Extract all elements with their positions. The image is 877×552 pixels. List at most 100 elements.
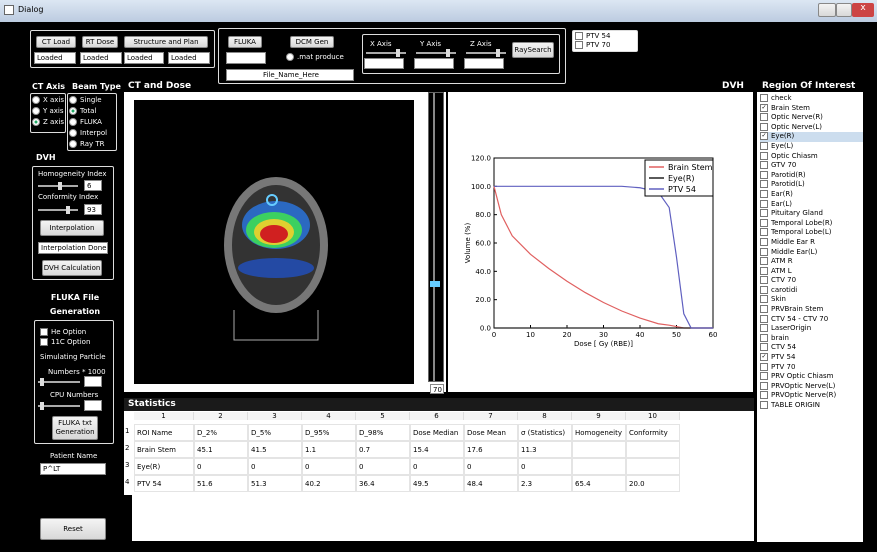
maximize-button[interactable] [836,3,852,17]
row-number: 2 [125,444,130,452]
radio-option[interactable]: Single [69,96,102,104]
dcm-gen-button[interactable]: DCM Gen [290,36,334,48]
radio-option[interactable]: Total [69,107,96,115]
button-text: FLUKA txt [58,419,92,427]
conformity-slider[interactable] [38,206,78,214]
roi-item[interactable]: Temporal Lobe(L) [760,228,863,238]
roi-item[interactable]: Parotid(L) [760,180,863,190]
roi-item[interactable]: PRV Optic Chiasm [760,372,863,382]
roi-item[interactable]: ATM L [760,266,863,277]
radio-option[interactable]: X axis [32,96,64,104]
radio-label: Interpol [80,129,108,137]
table-cell: Conformity [626,424,680,441]
radio-option[interactable]: FLUKA [69,118,102,126]
patient-field[interactable]: P^LT [40,463,106,475]
fluka-field[interactable] [226,52,266,64]
axis-field[interactable] [414,58,454,69]
roi-item[interactable]: Middle Ear(L) [760,247,863,258]
roi-item[interactable]: CTV 54 [760,343,863,353]
roi-item[interactable]: PRVOptic Nerve(L) [760,381,863,392]
axis-slider[interactable] [466,49,506,57]
roi-item[interactable]: PRVBrain Stem [760,305,863,315]
checkbox [760,324,768,333]
slice-slider[interactable] [428,92,444,382]
conformity-field[interactable]: 93 [84,204,102,215]
roi-item[interactable]: Temporal Lobe(R) [760,218,863,229]
dvh-calc-button[interactable]: DVH Calculation [42,260,102,276]
roi-item[interactable]: Optic Nerve(L) [760,122,863,133]
homogeneity-field[interactable]: 6 [84,180,102,191]
numbers-field[interactable] [84,376,102,387]
homogeneity-slider[interactable] [38,182,78,190]
radio-label: .mat produce [297,53,344,61]
checkbox [760,199,768,208]
roi-item[interactable]: Optic Chiasm [760,151,863,162]
roi-item[interactable]: Ear(L) [760,199,863,210]
interpolation-button[interactable]: Interpolation [40,220,104,236]
roi-item[interactable]: ✓ PTV 54 [760,353,863,363]
minimize-button[interactable] [818,3,836,17]
roi-item[interactable]: LaserOrigin [760,324,863,334]
roi-label: CTV 54 - CTV 70 [771,314,829,323]
load-button[interactable]: Structure and Plan [124,36,208,48]
raysearch-button[interactable]: RaySearch [512,42,554,58]
cpu-label: CPU Numbers [50,391,99,399]
mat-radio[interactable]: .mat produce [286,53,344,61]
ptv-check[interactable]: PTV 70 [575,41,610,49]
roi-item[interactable]: TABLE ORIGIN [760,401,863,411]
slice-value: 70 [430,384,444,394]
conformity-label: Conformity Index [38,193,99,201]
roi-item[interactable]: CTV 54 - CTV 70 [760,314,863,325]
axis-field[interactable] [464,58,504,69]
axis-field[interactable] [364,58,404,69]
roi-item[interactable]: Parotid(R) [760,170,863,181]
roi-item[interactable]: check [760,94,863,104]
table-cell: 65.4 [572,475,626,492]
cpu-field[interactable] [84,400,102,411]
load-button[interactable]: CT Load [36,36,76,48]
column-header: 6 [410,412,464,420]
numbers-slider[interactable] [38,378,80,386]
axis-slider[interactable] [366,49,406,57]
statistics-title: Statistics [128,399,176,409]
table-cell: 17.6 [464,441,518,458]
fluka-txt-button[interactable]: FLUKA txt Generation [52,416,98,440]
roi-item[interactable]: CTV 70 [760,276,863,286]
roi-item[interactable]: ATM R [760,257,863,267]
x-tick-label: 20 [563,331,572,339]
file-name-field[interactable]: File_Name_Here [226,69,354,81]
roi-item[interactable]: PTV 70 [760,362,863,373]
fluka-option[interactable]: 11C Option [40,338,90,346]
roi-label: Eye(R) [771,132,795,141]
radio-option[interactable]: Ray TR [69,140,105,148]
radio-option[interactable]: Y axis [32,107,64,115]
roi-item[interactable]: Eye(L) [760,141,863,152]
x-tick-label: 0 [492,331,496,339]
roi-label: Pituitary Gland [771,209,823,218]
fluka-option[interactable]: He Option [40,328,86,336]
roi-item[interactable]: carotidi [760,285,863,296]
load-button[interactable]: RT Dose [82,36,118,48]
roi-label: PTV 54 [771,353,796,362]
roi-item[interactable]: Optic Nerve(R) [760,113,863,123]
roi-item[interactable]: Skin [760,295,863,305]
roi-item[interactable]: brain [760,333,863,344]
ptv-check[interactable]: PTV 54 [575,32,610,40]
roi-item[interactable]: Pituitary Gland [760,209,863,219]
radio-option[interactable]: Z axis [32,118,64,126]
column-header: 9 [572,412,626,420]
table-cell: 49.5 [410,475,464,492]
roi-item[interactable]: Middle Ear R [760,237,863,248]
axis-slider[interactable] [416,49,456,57]
close-button[interactable]: x [852,3,874,17]
fluka-button[interactable]: FLUKA [228,36,262,48]
checkbox [760,161,768,170]
cpu-slider[interactable] [38,402,80,410]
radio-option[interactable]: Interpol [69,129,107,137]
roi-item[interactable]: Ear(R) [760,189,863,200]
roi-item[interactable]: ✓ Eye(R) [760,132,863,142]
roi-item[interactable]: GTV 70 [760,161,863,171]
roi-item[interactable]: ✓ Brain Stem [760,103,863,114]
roi-item[interactable]: PRVOptic Nerve(R) [760,391,863,401]
reset-button[interactable]: Reset [40,518,106,540]
